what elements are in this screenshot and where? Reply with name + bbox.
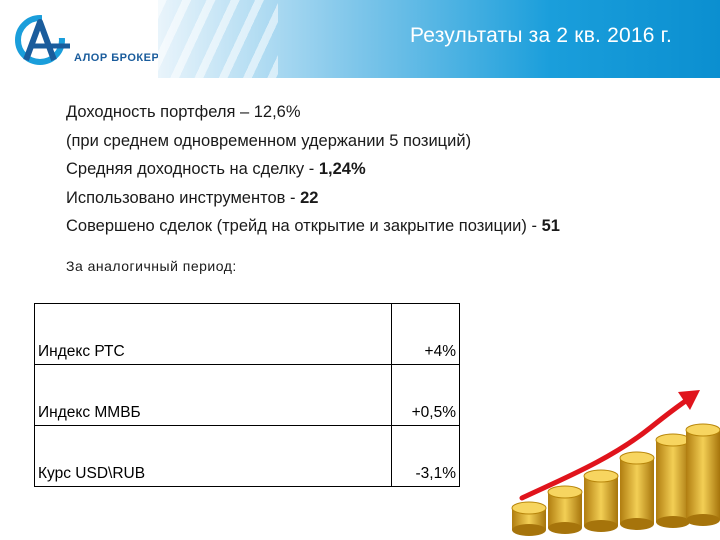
alor-logo: АЛОР БРОКЕР [12,14,162,70]
benchmark-name: Курс USD\RUB [34,425,392,487]
table-row: Индекс ММВБ +0,5% [34,364,460,426]
coin-stack-6 [685,423,720,526]
summary-line-instruments: Использовано инструментов - 22 [66,188,319,207]
table-row: Курс USD\RUB -3,1% [34,425,460,487]
logo-text: АЛОР БРОКЕР [74,52,160,64]
coin-stack-1 [511,501,547,536]
coin-stack-2 [547,485,583,534]
benchmark-value: -3,1% [391,425,460,487]
summary-line-trades: Совершено сделок (трейд на открытие и за… [66,217,560,235]
alor-logo-icon [15,14,72,65]
summary-list: Доходность портфеля – 12,6% (при среднем… [66,98,560,241]
coin-stack-3 [583,469,619,532]
benchmark-value: +4% [391,303,460,365]
period-label: За аналогичный период: [66,258,237,274]
benchmark-name: Индекс РТС [34,303,392,365]
summary-line-avg-trade: Средняя доходность на сделку - 1,24% [66,160,366,178]
arrow-head-icon [678,390,700,410]
benchmark-value: +0,5% [391,364,460,426]
coin-stack-5 [655,433,691,528]
benchmark-table: Индекс РТС +4% Индекс ММВБ +0,5% Курс US… [34,303,460,487]
benchmark-name: Индекс ММВБ [34,364,392,426]
header: АЛОР БРОКЕР Результаты за 2 кв. 2016 г. [0,0,720,78]
coins-growth-illustration [511,390,720,536]
summary-line-positions: (при среднем одновременном удержании 5 п… [66,131,472,150]
header-band: Результаты за 2 кв. 2016 г. [158,0,720,78]
growth-arrow-icon [519,395,693,501]
table-row: Индекс РТС +4% [34,303,460,365]
slide-title: Результаты за 2 кв. 2016 г. [410,24,672,47]
summary-line-yield: Доходность портфеля – 12,6% [66,103,301,121]
coin-stack-4 [619,451,655,530]
